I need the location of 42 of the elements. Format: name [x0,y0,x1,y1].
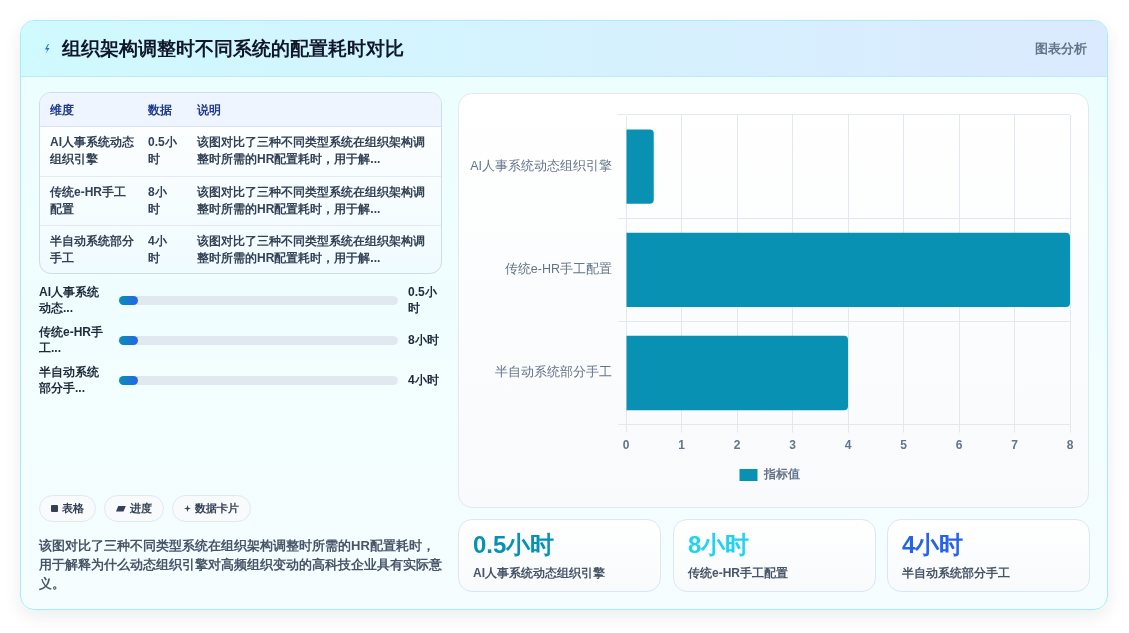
text: 8小时 [148,184,167,216]
text: 数据卡片 [195,501,239,516]
category-label: 半自动系统部分手工 [49,232,135,267]
category-label: 半自动系统部分手... [39,364,100,396]
y-tick-label: AI人事系统动态组织引擎 [470,159,612,174]
text: 8小时 [688,531,750,558]
text: 0.5小时 [148,135,177,167]
x-tick-label: 0 [622,438,630,453]
y-tick-label: 传统e-HR手工配置 [504,262,612,277]
x-tick-label: 8 [1066,438,1074,453]
x-tick-label: 7 [1011,438,1019,453]
text: 0.5小时 [408,285,437,315]
legend-label: 指标值 [762,467,800,482]
text: 4小时 [148,233,167,265]
x-tick-label: 3 [789,438,797,453]
category-label: AI人事系统动态组织引擎 [49,134,135,169]
text: 该图对比了三种不同类型系统在组织架构调整时所需的HR配置耗时，用于解... [197,134,426,169]
text: 组织架构调整时不同系统的配置耗时对比 [62,37,404,61]
x-tick-label: 4 [844,438,852,453]
text: 0.5小时 [473,531,555,558]
text: 维度 [49,101,75,119]
text: 该图对比了三种不同类型系统在组织架构调整时所需的HR配置耗时，用于解... [197,232,426,267]
x-tick-label: 6 [955,438,963,453]
y-tick-label: 半自动系统部分手工 [495,365,612,380]
text: 说明 [197,101,222,119]
text: 进度 [130,501,152,516]
category-label: 半自动系统部分手工 [902,565,1011,581]
x-tick-label: 1 [678,438,686,453]
text: 该图对比了三种不同类型系统在组织架构调整时所需的HR配置耗时，用于解... [197,183,426,218]
text: 该图对比了三种不同类型系统在组织架构调整时所需的HR配置耗时，用于解释为什么动态组织引擎对高频组织变动的高科技企业具有实际意义。 [39,537,443,593]
text: 4小时 [902,531,964,558]
text: 表格 [62,501,84,516]
category-label: AI人事系统动态... [39,284,100,316]
category-label: 传统e-HR手工配置 [48,183,127,218]
x-tick-label: 2 [733,438,741,453]
text: 数据 [148,101,173,119]
category-label: 传统e-HR手工配置 [688,565,789,581]
x-tick-label: 5 [900,438,908,453]
text: 图表分析 [1035,40,1087,58]
text: 8小时 [408,333,439,347]
category-label: 传统e-HR手工... [39,324,104,356]
text: 4小时 [408,373,439,387]
